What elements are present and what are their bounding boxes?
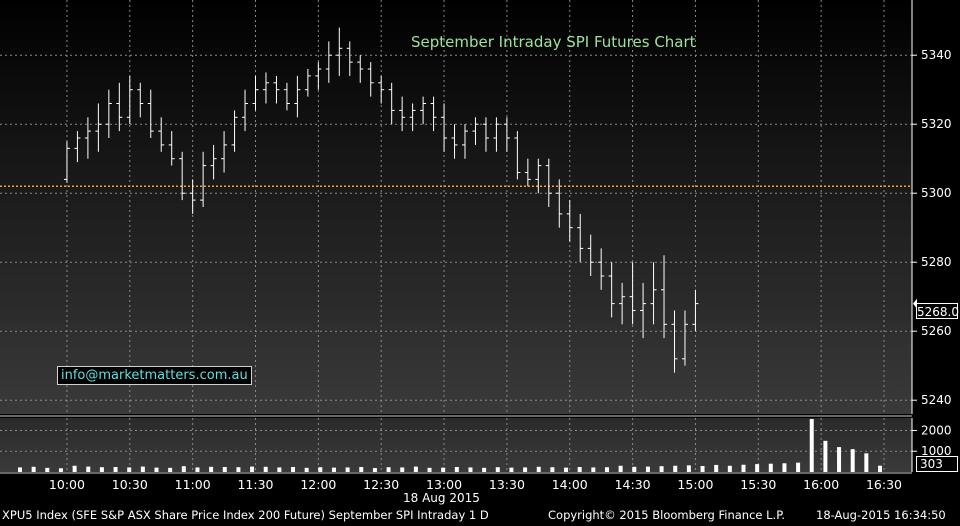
volume-bar bbox=[195, 467, 200, 472]
volume-bar bbox=[509, 467, 514, 472]
x-tick-label: 13:30 bbox=[489, 477, 525, 492]
x-tick-label: 11:00 bbox=[175, 477, 211, 492]
email-link[interactable]: info@marketmatters.com.au bbox=[57, 366, 252, 385]
footer-timestamp: 18-Aug-2015 16:34:50 bbox=[816, 508, 946, 522]
volume-bar bbox=[400, 467, 405, 472]
volume-bar bbox=[318, 467, 323, 472]
volume-bar bbox=[372, 468, 377, 472]
volume-bar bbox=[58, 468, 63, 472]
volume-bar bbox=[809, 419, 814, 472]
volume-bar bbox=[72, 465, 77, 472]
volume-bar bbox=[263, 466, 268, 472]
footer-security-description: XPU5 Index (SFE S&P ASX Share Price Inde… bbox=[2, 508, 489, 522]
volume-bar bbox=[837, 447, 842, 472]
y-tick-label: 5320 bbox=[921, 117, 952, 131]
volume-bar bbox=[181, 466, 186, 472]
y-tick-label: 5260 bbox=[921, 324, 952, 338]
volume-bar bbox=[86, 466, 91, 472]
last-price-badge: 5268.0 bbox=[916, 303, 959, 319]
volume-bar bbox=[850, 449, 855, 472]
volume-bar bbox=[427, 467, 432, 472]
volume-bar bbox=[645, 466, 650, 472]
volume-bar bbox=[727, 465, 732, 472]
x-tick-label: 14:30 bbox=[615, 477, 651, 492]
volume-bar bbox=[113, 467, 118, 472]
volume-bar bbox=[495, 467, 500, 472]
volume-bar bbox=[536, 466, 541, 472]
volume-bar bbox=[154, 467, 159, 472]
volume-bar bbox=[127, 467, 132, 472]
volume-bar bbox=[604, 467, 609, 472]
volume-bar bbox=[277, 467, 282, 472]
volume-bar bbox=[686, 465, 691, 472]
volume-bar bbox=[823, 440, 828, 472]
x-tick-label: 13:00 bbox=[426, 477, 462, 492]
date-label: 18 Aug 2015 bbox=[403, 491, 480, 505]
volume-bar bbox=[577, 467, 582, 472]
x-tick-label: 15:30 bbox=[740, 477, 776, 492]
volume-bar bbox=[250, 466, 255, 472]
volume-bar bbox=[140, 466, 145, 472]
volume-bar bbox=[564, 467, 569, 472]
x-tick-label: 12:00 bbox=[300, 477, 336, 492]
volume-bar bbox=[304, 467, 309, 472]
volume-bar bbox=[755, 464, 760, 472]
volume-bar bbox=[618, 465, 623, 472]
volume-bar bbox=[45, 467, 50, 472]
volume-bar bbox=[632, 466, 637, 472]
volume-bar bbox=[550, 467, 555, 472]
y-tick-label: 5340 bbox=[921, 48, 952, 62]
volume-tick-label: 2000 bbox=[921, 423, 952, 437]
x-tick-label: 10:00 bbox=[49, 477, 85, 492]
x-tick-label: 12:30 bbox=[363, 477, 399, 492]
volume-bar bbox=[468, 467, 473, 472]
volume-bar bbox=[782, 463, 787, 472]
volume-bar bbox=[31, 466, 36, 472]
volume-bar bbox=[222, 467, 227, 472]
last-volume-badge: 303 bbox=[916, 456, 958, 472]
volume-bar bbox=[673, 465, 678, 472]
volume-tick-label: 1000 bbox=[921, 444, 952, 458]
y-tick-label: 5300 bbox=[921, 186, 952, 200]
volume-bar bbox=[18, 467, 22, 472]
volume-bar bbox=[768, 463, 773, 472]
x-tick-label: 14:00 bbox=[552, 477, 588, 492]
footer-copyright: Copyright© 2015 Bloomberg Finance L.P. bbox=[548, 508, 785, 522]
volume-bar bbox=[236, 467, 241, 472]
volume-bar bbox=[413, 466, 418, 472]
volume-bar bbox=[359, 467, 364, 472]
y-tick-label: 5280 bbox=[921, 255, 952, 269]
x-tick-label: 16:30 bbox=[866, 477, 902, 492]
volume-bar bbox=[454, 467, 459, 472]
volume-bar bbox=[99, 467, 104, 472]
y-tick-label: 5240 bbox=[921, 393, 952, 407]
x-tick-label: 10:30 bbox=[112, 477, 148, 492]
x-tick-label: 11:30 bbox=[237, 477, 273, 492]
volume-bar bbox=[209, 466, 214, 472]
volume-panel-bg bbox=[0, 418, 912, 472]
volume-bar bbox=[441, 467, 446, 472]
volume-bar bbox=[386, 467, 391, 472]
volume-bar bbox=[796, 462, 801, 472]
x-tick-label: 15:00 bbox=[677, 477, 713, 492]
x-tick-label: 16:00 bbox=[803, 477, 839, 492]
chart-title: September Intraday SPI Futures Chart bbox=[411, 33, 696, 51]
volume-bar bbox=[864, 453, 869, 472]
volume-bar bbox=[523, 467, 528, 472]
volume-bar bbox=[878, 465, 882, 472]
volume-bar bbox=[659, 466, 664, 472]
volume-bar bbox=[591, 467, 596, 472]
volume-bar bbox=[168, 467, 173, 472]
volume-bar bbox=[741, 464, 746, 472]
volume-bar bbox=[714, 464, 719, 472]
volume-bar bbox=[345, 467, 350, 472]
volume-bar bbox=[291, 467, 296, 472]
volume-bar bbox=[482, 467, 487, 472]
volume-bar bbox=[700, 465, 705, 472]
volume-bar bbox=[331, 467, 336, 472]
price-panel-bg bbox=[0, 0, 912, 414]
